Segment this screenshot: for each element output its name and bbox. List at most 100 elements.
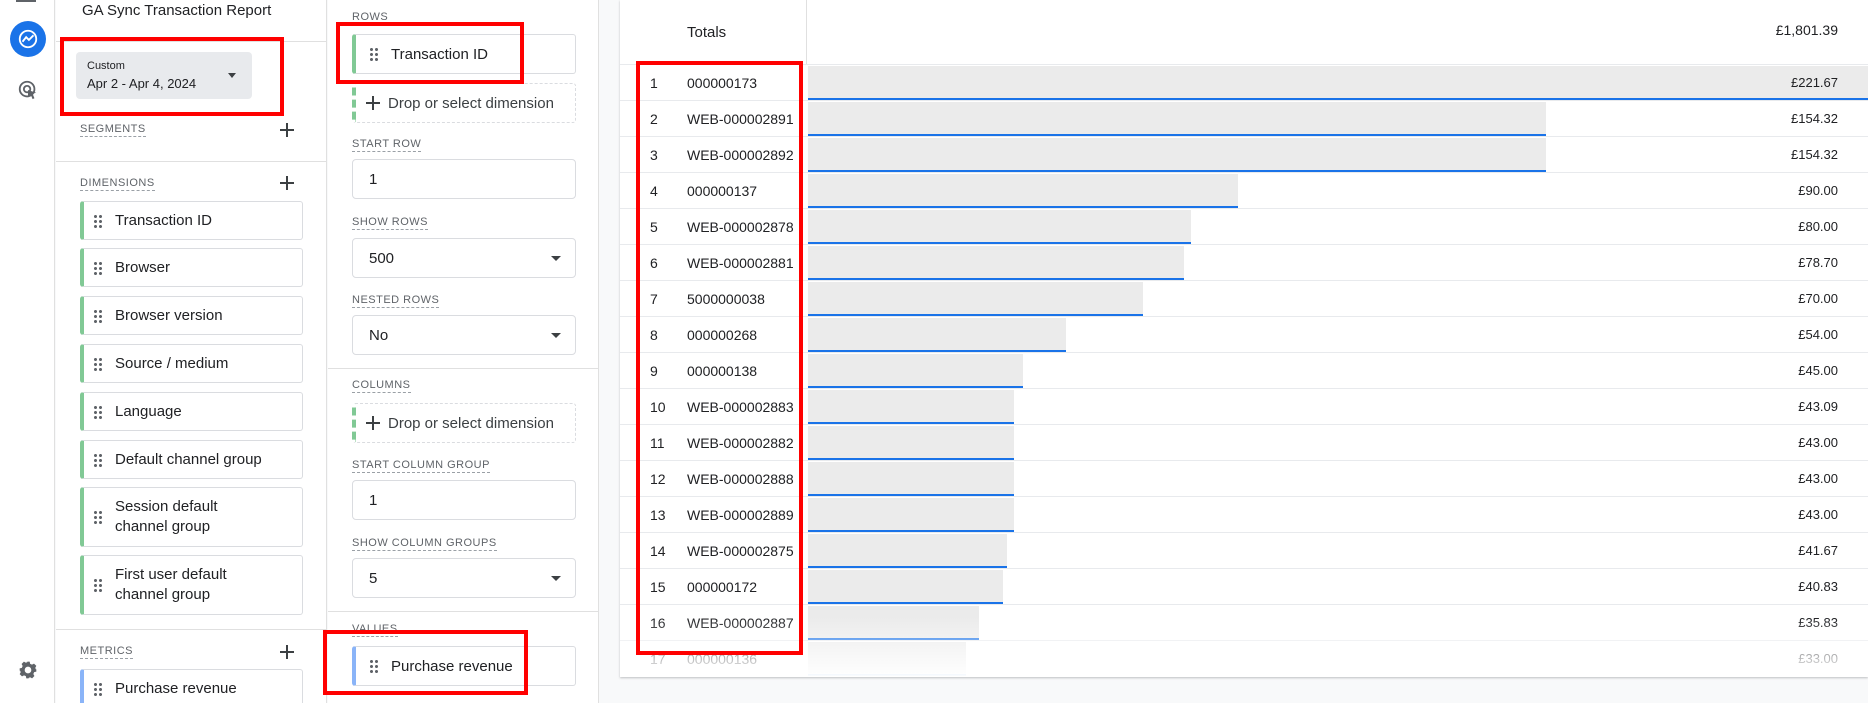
start-row-input[interactable]: 1 — [352, 159, 576, 199]
table-row[interactable]: 10 WEB-000002883 £43.09 — [620, 388, 1868, 424]
table-row[interactable]: 12 WEB-000002888 £43.00 — [620, 460, 1868, 496]
drag-handle-icon[interactable] — [93, 510, 103, 524]
dimension-chip-default-channel-group[interactable]: Default channel group — [80, 440, 303, 479]
transaction-id-cell[interactable]: 000000138 — [687, 363, 758, 379]
drag-handle-icon[interactable] — [369, 659, 379, 673]
explore-icon[interactable] — [10, 21, 46, 57]
drag-handle-icon[interactable] — [93, 681, 103, 696]
dimension-chip-source-medium[interactable]: Source / medium — [80, 344, 303, 383]
plus-icon — [366, 416, 380, 430]
dimension-chip-transaction-id[interactable]: Transaction ID — [80, 201, 303, 240]
drag-handle-icon[interactable] — [93, 452, 103, 467]
purchase-revenue-cell: £43.00 — [1798, 471, 1838, 486]
table-row[interactable]: 9 000000138 £45.00 — [620, 352, 1868, 388]
dimensions-heading: DIMENSIONS — [80, 177, 155, 191]
transaction-id-cell[interactable]: WEB-000002875 — [687, 543, 794, 559]
table-row[interactable]: 11 WEB-000002882 £43.00 — [620, 424, 1868, 460]
revenue-bar — [808, 642, 966, 676]
start-column-group-heading: START COLUMN GROUP — [352, 459, 490, 473]
show-rows-select[interactable]: 500 — [352, 238, 576, 278]
drag-handle-icon[interactable] — [93, 213, 103, 228]
row-index: 15 — [650, 579, 666, 595]
variables-panel: GA Sync Transaction Report Custom Apr 2 … — [56, 0, 327, 703]
drag-handle-icon[interactable] — [369, 47, 379, 61]
drag-handle-icon[interactable] — [93, 260, 103, 275]
transaction-id-cell[interactable]: 5000000038 — [687, 291, 765, 307]
row-index: 5 — [650, 219, 658, 235]
drag-handle-icon[interactable] — [93, 308, 103, 323]
purchase-revenue-cell: £54.00 — [1798, 327, 1838, 342]
columns-drop-dimension[interactable]: Drop or select dimension — [352, 403, 576, 443]
menu-icon[interactable] — [16, 0, 36, 2]
dimension-chip-session-default-channel-group[interactable]: Session default channel group — [80, 487, 303, 547]
add-segment-plus-icon[interactable] — [279, 122, 295, 138]
table-row[interactable]: 8 000000268 £54.00 — [620, 316, 1868, 352]
transaction-id-cell[interactable]: WEB-000002881 — [687, 255, 794, 271]
rows-drop-dimension[interactable]: Drop or select dimension — [352, 83, 576, 123]
add-dimension-plus-icon[interactable] — [279, 175, 295, 191]
dimension-chip-browser-version[interactable]: Browser version — [80, 296, 303, 335]
report-name[interactable]: GA Sync Transaction Report — [82, 2, 272, 19]
transaction-id-cell[interactable]: WEB-000002892 — [687, 147, 794, 163]
table-row[interactable]: 5 WEB-000002878 £80.00 — [620, 208, 1868, 244]
row-index: 3 — [650, 147, 658, 163]
settings-gear-icon[interactable] — [14, 656, 42, 684]
dimension-label: Language — [115, 402, 182, 420]
table-row[interactable]: 15 000000172 £40.83 — [620, 568, 1868, 604]
table-row[interactable]: 7 5000000038 £70.00 — [620, 280, 1868, 316]
nested-rows-select[interactable]: No — [352, 315, 576, 355]
table-row[interactable]: 3 WEB-000002892 £154.32 — [620, 136, 1868, 172]
table-row[interactable]: 14 WEB-000002875 £41.67 — [620, 532, 1868, 568]
dimension-chip-browser[interactable]: Browser — [80, 248, 303, 287]
rows-chip-transaction-id[interactable]: Transaction ID — [352, 34, 576, 74]
revenue-bar — [808, 138, 1546, 172]
left-nav-rail — [0, 0, 55, 703]
transaction-id-cell[interactable]: WEB-000002889 — [687, 507, 794, 523]
table-row[interactable]: 2 WEB-000002891 £154.32 — [620, 100, 1868, 136]
revenue-bar — [808, 606, 979, 640]
caret-down-icon — [551, 333, 561, 338]
transaction-id-cell[interactable]: WEB-000002883 — [687, 399, 794, 415]
table-row[interactable]: 4 000000137 £90.00 — [620, 172, 1868, 208]
advertising-icon[interactable] — [14, 76, 42, 104]
drag-handle-icon[interactable] — [93, 578, 103, 592]
transaction-id-cell[interactable]: 000000173 — [687, 75, 758, 91]
report-canvas: Totals £1,801.39 1 000000173 £221.67 2 WEB-0… — [620, 0, 1868, 677]
dimension-label: First user default channel group — [115, 566, 227, 603]
show-rows-heading: SHOW ROWS — [352, 216, 428, 230]
table-row[interactable]: 13 WEB-000002889 £43.00 — [620, 496, 1868, 532]
drag-handle-icon[interactable] — [93, 356, 103, 371]
dimension-chip-first-user-default-channel-group[interactable]: First user default channel group — [80, 555, 303, 615]
transaction-id-cell[interactable]: WEB-000002891 — [687, 111, 794, 127]
date-range-selector[interactable]: Custom Apr 2 - Apr 4, 2024 — [76, 52, 252, 99]
transaction-id-cell[interactable]: WEB-000002878 — [687, 219, 794, 235]
dimension-label: Session default channel group — [115, 498, 218, 535]
date-range-label: Custom — [87, 60, 125, 72]
transaction-id-cell[interactable]: WEB-000002882 — [687, 435, 794, 451]
drag-handle-icon[interactable] — [93, 404, 103, 419]
dimension-chip-language[interactable]: Language — [80, 392, 303, 431]
metrics-heading: METRICS — [80, 645, 133, 659]
purchase-revenue-cell: £154.32 — [1791, 111, 1838, 126]
divider — [328, 611, 599, 612]
table-row[interactable]: 1 000000173 £221.67 — [620, 64, 1868, 100]
row-index: 14 — [650, 543, 666, 559]
caret-down-icon — [551, 256, 561, 261]
transaction-id-cell[interactable]: 000000172 — [687, 579, 758, 595]
purchase-revenue-cell: £43.00 — [1798, 435, 1838, 450]
transaction-id-cell[interactable]: WEB-000002888 — [687, 471, 794, 487]
start-column-group-input[interactable]: 1 — [352, 480, 576, 520]
metric-chip-purchase-revenue[interactable]: Purchase revenue — [80, 669, 303, 703]
table-row[interactable]: 6 WEB-000002881 £78.70 — [620, 244, 1868, 280]
drop-dimension-label: Drop or select dimension — [388, 94, 554, 112]
table-row[interactable]: 16 WEB-000002887 £35.83 — [620, 604, 1868, 640]
row-index: 13 — [650, 507, 666, 523]
transaction-id-cell[interactable]: 000000268 — [687, 327, 758, 343]
table-row[interactable]: 17 000000136 £33.00 — [620, 640, 1868, 676]
purchase-revenue-cell: £221.67 — [1791, 75, 1838, 90]
revenue-bar — [808, 354, 1023, 388]
show-column-groups-select[interactable]: 5 — [352, 558, 576, 598]
transaction-id-cell[interactable]: 000000137 — [687, 183, 758, 199]
values-chip-purchase-revenue[interactable]: Purchase revenue — [352, 646, 576, 686]
add-metric-plus-icon[interactable] — [279, 644, 295, 660]
